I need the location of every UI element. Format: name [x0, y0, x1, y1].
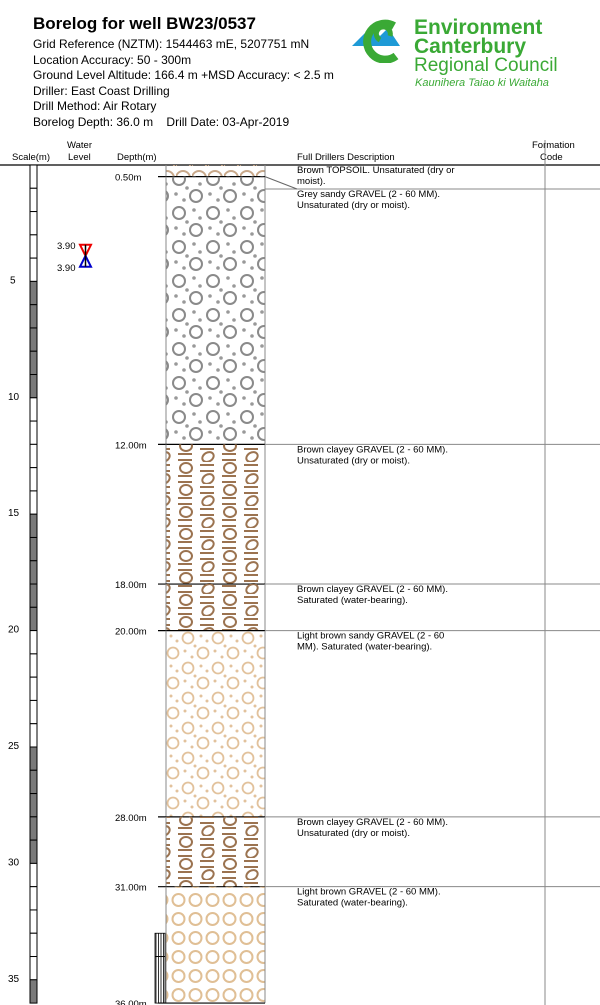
- scale-segment: [29, 211, 38, 236]
- layer-brown-clayey-gravel-fill: [166, 816, 265, 887]
- layer-description: Grey sandy GRAVEL (2 - 60 MM).: [297, 189, 440, 200]
- layer-description: Saturated (water-bearing).: [297, 595, 408, 606]
- scale-segment: [29, 839, 38, 864]
- scale-label: 20: [8, 625, 20, 636]
- logo-line1: Environment: [414, 16, 543, 39]
- scale-segment: [29, 280, 38, 306]
- driller: Driller: East Coast Drilling: [33, 83, 170, 98]
- scale-segment: [29, 560, 38, 585]
- scale-segment: [29, 350, 38, 376]
- scale-label: 10: [8, 392, 20, 403]
- layer-description: moist).: [297, 176, 326, 187]
- scale-segment: [29, 676, 38, 701]
- layer-description: Unsaturated (dry or moist).: [297, 828, 410, 839]
- water-level-top-label: 3.90: [57, 241, 76, 252]
- scale-segment: [29, 909, 38, 934]
- scale-segment: [29, 187, 38, 213]
- layer-description: MM). Saturated (water-bearing).: [297, 642, 432, 653]
- depth-label: 18.00m: [115, 580, 147, 591]
- scale-label: 35: [8, 974, 20, 985]
- scale-segment: [29, 467, 38, 492]
- scale-segment: [29, 164, 38, 189]
- ground-level: Ground Level Altitude: 166.4 m +MSD Accu…: [33, 68, 334, 82]
- scale-segment: [29, 816, 38, 841]
- scale-segment: [29, 490, 38, 515]
- borelog-header: Borelog for well BW23/0537 Grid Referenc…: [33, 14, 334, 130]
- layer-brown-clayey-gravel-fill: [166, 584, 265, 631]
- scale-segment: [29, 536, 38, 562]
- borelog-depth: Borelog Depth: 36.0 m: [33, 114, 154, 129]
- scale-segment: [29, 606, 38, 632]
- scale-segment: [29, 420, 38, 445]
- scale-segment: [29, 327, 38, 352]
- layer-description: Brown clayey GRAVEL (2 - 60 MM).: [297, 444, 448, 455]
- layer-description: Light brown sandy GRAVEL (2 - 60: [297, 631, 444, 642]
- scale-segment: [29, 862, 38, 888]
- layer-light-brown-sandy-gravel-fill: [166, 630, 265, 817]
- scale-header: Scale(m): [12, 152, 50, 163]
- scale-segment: [29, 956, 38, 981]
- scale-segment: [29, 653, 38, 678]
- water-level-bottom-label: 3.90: [57, 263, 76, 274]
- depth-header: Depth(m): [117, 152, 157, 163]
- layer-description: Unsaturated (dry or moist).: [297, 200, 410, 211]
- depth-label: 36.00m: [115, 999, 147, 1005]
- depth-label: 0.50m: [115, 173, 141, 184]
- scale-segment: [29, 513, 38, 538]
- scale-segment: [29, 723, 38, 748]
- logo-line3: Regional Council: [414, 55, 558, 76]
- layer-description: Unsaturated (dry or moist).: [297, 455, 410, 466]
- water-level-header-2: Level: [68, 152, 91, 163]
- page-title: Borelog for well BW23/0537: [33, 14, 256, 33]
- scale-label: 15: [8, 508, 20, 519]
- layer-grey-sandy-gravel-fill: [166, 176, 265, 445]
- formation-header: Formation: [532, 140, 575, 151]
- drill-date: Drill Date: 03-Apr-2019: [166, 114, 290, 129]
- scale-label: 5: [10, 275, 16, 286]
- ecan-logo: Environment Canterbury Regional Council …: [350, 16, 575, 93]
- depth-label: 20.00m: [115, 627, 147, 638]
- scale-segment: [29, 397, 38, 422]
- scale-segment: [29, 769, 38, 795]
- scale-label: 25: [8, 741, 20, 752]
- scale-segment: [29, 746, 38, 771]
- scale-segment: [29, 443, 38, 469]
- scale-segment: [29, 979, 38, 1004]
- location-accuracy: Location Accuracy: 50 - 300m: [33, 52, 192, 67]
- scale-segment: [29, 793, 38, 818]
- scale-segment: [29, 304, 38, 329]
- scale-segment: [29, 257, 38, 282]
- formation-header-2: Code: [540, 152, 563, 163]
- layer-light-brown-gravel-fill: [166, 886, 265, 1004]
- water-level-header: Water: [67, 140, 92, 151]
- well-screen: [154, 932, 166, 1004]
- scale-segment: [29, 374, 38, 399]
- logo-mark-icon: [352, 19, 400, 63]
- grid-reference: Grid Reference (NZTM): 1544463 mE, 52077…: [33, 37, 310, 51]
- scale-segment: [29, 699, 38, 725]
- layer-brown-clayey-gravel-fill: [166, 444, 265, 585]
- scale-segment: [29, 234, 38, 259]
- depth-label: 28.00m: [115, 813, 147, 824]
- layer-description: Saturated (water-bearing).: [297, 898, 408, 909]
- depth-label: 12.00m: [115, 440, 147, 451]
- layer-description: Brown clayey GRAVEL (2 - 60 MM).: [297, 817, 448, 828]
- scale-label: 30: [8, 857, 20, 868]
- description-header: Full Drillers Description: [297, 152, 395, 163]
- layer-description: Brown clayey GRAVEL (2 - 60 MM).: [297, 584, 448, 595]
- layer-description: Brown TOPSOIL. Unsaturated (dry or: [297, 165, 455, 176]
- scale-segment: [29, 630, 38, 655]
- scale-segment: [29, 583, 38, 608]
- layer-description: Light brown GRAVEL (2 - 60 MM).: [297, 887, 441, 898]
- layer-topsoil-fill: [166, 165, 265, 177]
- logo-line2: Canterbury: [414, 35, 527, 58]
- depth-label: 31.00m: [115, 883, 147, 894]
- logo-tagline: Kaunihera Taiao ki Waitaha: [415, 77, 549, 89]
- drill-method: Drill Method: Air Rotary: [33, 99, 157, 113]
- scale-segment: [29, 932, 38, 958]
- leader-line: [264, 176, 298, 190]
- scale-segment: [29, 886, 38, 911]
